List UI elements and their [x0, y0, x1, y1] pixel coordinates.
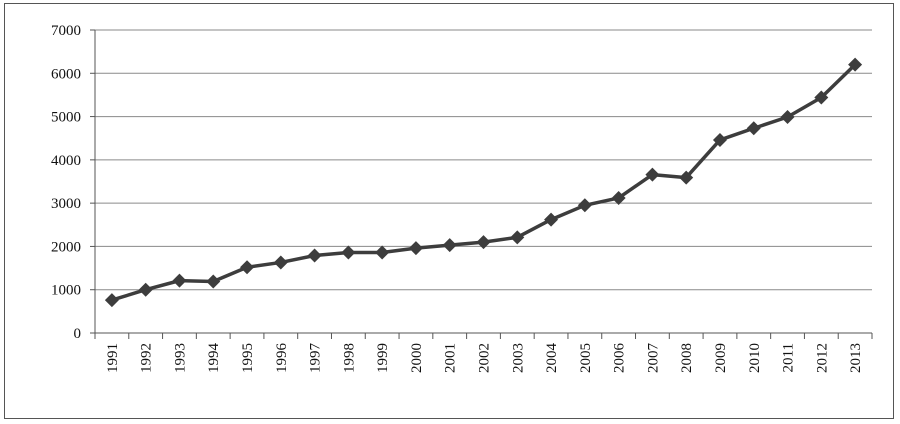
- y-tick-label: 6000: [51, 66, 81, 82]
- y-tick-label: 1000: [51, 283, 81, 299]
- chart-frame: 0 1000 2000 3000 4000 5000 6000 7000 1991 1992 19…: [4, 3, 894, 419]
- x-tick-label: 1998: [341, 343, 357, 373]
- data-point-2000: [408, 241, 423, 256]
- x-tick-label: 2005: [578, 343, 594, 373]
- data-point-2012: [814, 90, 829, 105]
- y-tick-label: 2000: [51, 239, 81, 255]
- x-tick-label: 2008: [679, 343, 695, 373]
- data-point-2004: [544, 212, 559, 227]
- gridlines: [95, 29, 872, 291]
- data-point-2007: [645, 167, 660, 182]
- x-tick-label: 2007: [645, 343, 661, 374]
- data-point-2005: [577, 198, 592, 213]
- x-tick-label: 1992: [139, 343, 155, 373]
- x-tick-label: 2013: [848, 343, 864, 373]
- data-point-1996: [273, 255, 288, 270]
- x-tick-label: 2003: [510, 343, 526, 373]
- series: [104, 57, 863, 308]
- data-point-1991: [104, 293, 119, 308]
- data-point-2009: [712, 132, 727, 147]
- x-tick-label: 2002: [477, 343, 493, 373]
- data-point-2001: [442, 238, 457, 253]
- x-tick-label: 1999: [375, 343, 391, 373]
- x-tick-label: 2010: [747, 343, 763, 373]
- data-point-2011: [780, 110, 795, 125]
- x-tick-label: 1995: [240, 343, 256, 373]
- data-point-1999: [375, 245, 390, 260]
- data-point-2002: [476, 235, 491, 250]
- x-tick-label: 1996: [274, 343, 290, 374]
- series-line: [111, 63, 857, 302]
- data-point-2006: [611, 190, 626, 205]
- data-point-2010: [746, 121, 761, 136]
- data-point-2013: [848, 57, 863, 72]
- y-tick-label: 0: [74, 326, 82, 342]
- y-tick-labels: 0 1000 2000 3000 4000 5000 6000 7000: [51, 23, 81, 342]
- y-tick-label: 5000: [51, 110, 81, 126]
- x-tick-label: 2001: [443, 343, 459, 373]
- x-tick-label: 2011: [781, 343, 797, 372]
- x-tick-label: 1994: [206, 343, 222, 374]
- data-point-2003: [510, 230, 525, 245]
- data-point-1995: [240, 260, 255, 275]
- data-point-1998: [341, 245, 356, 260]
- x-tick-label: 2006: [612, 343, 628, 374]
- x-tick-label: 1991: [105, 343, 121, 373]
- axes: [90, 29, 873, 339]
- data-point-1994: [206, 274, 221, 289]
- x-tick-label: 2009: [713, 343, 729, 373]
- x-tick-label: 1997: [308, 343, 324, 374]
- x-tick-label: 2000: [409, 343, 425, 373]
- data-point-1992: [138, 282, 153, 297]
- y-tick-label: 7000: [51, 23, 81, 39]
- x-tick-label: 2012: [814, 343, 830, 373]
- x-tick-label: 2004: [544, 343, 560, 374]
- x-tick-label: 1993: [172, 343, 188, 373]
- y-tick-label: 3000: [51, 196, 81, 212]
- data-point-1993: [172, 273, 187, 288]
- y-tick-label: 4000: [51, 153, 81, 169]
- data-point-1997: [307, 248, 322, 263]
- data-point-2008: [679, 170, 694, 185]
- x-tick-labels: 1991 1992 1993 1994 1995 1996 1997 1998 1999 2000…: [105, 343, 864, 374]
